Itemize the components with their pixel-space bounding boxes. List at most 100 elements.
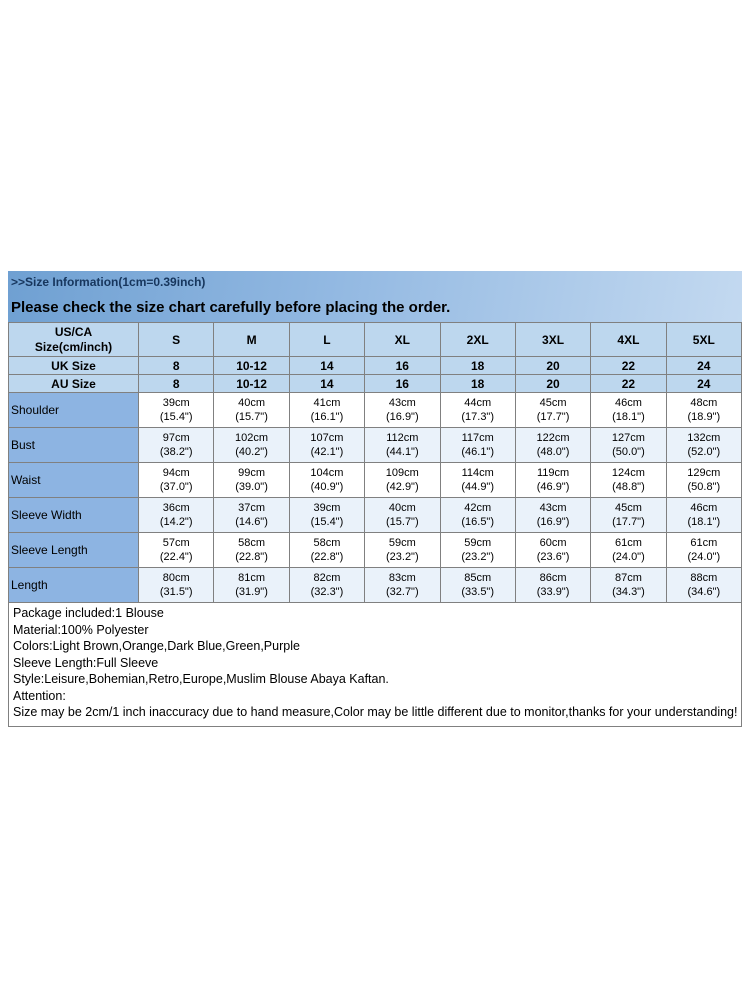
au-size-value: 20 xyxy=(514,374,592,393)
detail-package: Package included:1 Blouse xyxy=(13,606,164,620)
measurement-cell: 59cm (23.2") xyxy=(439,532,516,568)
measurement-label: Waist xyxy=(8,462,139,498)
size-column-header: M xyxy=(213,322,290,357)
size-chart-warning: Please check the size chart carefully be… xyxy=(11,299,451,316)
measurement-label: Sleeve Width xyxy=(8,497,139,533)
measurement-cell: 127cm (50.0") xyxy=(590,427,667,463)
uk-size-value: 10-12 xyxy=(213,356,290,375)
detail-style: Style:Leisure,Bohemian,Retro,Europe,Musl… xyxy=(13,672,389,686)
detail-attention-label: Attention: xyxy=(13,688,66,703)
size-column-header: 4XL xyxy=(590,322,667,357)
au-size-value: 18 xyxy=(439,374,516,393)
measurement-cell: 41cm (16.1") xyxy=(288,392,366,428)
size-information-section: >>Size Information(1cm=0.39inch) Please … xyxy=(8,271,743,727)
header-bars: >>Size Information(1cm=0.39inch) Please … xyxy=(8,271,742,322)
measurement-cell: 99cm (39.0") xyxy=(213,462,290,498)
au-size-value: 24 xyxy=(665,374,743,393)
measurement-cell: 40cm (15.7") xyxy=(213,392,290,428)
measurement-cell: 46cm (18.1") xyxy=(665,497,743,533)
measurement-cell: 119cm (46.9") xyxy=(514,462,592,498)
size-column-header: 3XL xyxy=(514,322,592,357)
au-size-value: 8 xyxy=(137,374,215,393)
au-size-value: 10-12 xyxy=(213,374,290,393)
measurement-row-length: Length 80cm (31.5") 81cm (31.9") 82cm (3… xyxy=(8,567,743,603)
measurement-cell: 57cm (22.4") xyxy=(137,532,215,568)
product-details: Package included:1 Blouse Material:100% … xyxy=(8,603,742,727)
size-column-header: L xyxy=(288,322,366,357)
au-size-value: 14 xyxy=(288,374,366,393)
measurement-cell: 44cm (17.3") xyxy=(439,392,516,428)
uk-size-value: 22 xyxy=(590,356,667,375)
measurement-cell: 39cm (15.4") xyxy=(137,392,215,428)
measurement-cell: 61cm (24.0") xyxy=(590,532,667,568)
measurement-row-shoulder: Shoulder 39cm (15.4") 40cm (15.7") 41cm … xyxy=(8,392,743,428)
size-column-header: 2XL xyxy=(439,322,516,357)
uk-size-value: 18 xyxy=(439,356,516,375)
measurement-cell: 109cm (42.9") xyxy=(364,462,441,498)
measurement-cell: 129cm (50.8") xyxy=(665,462,743,498)
detail-material: Material:100% Polyester xyxy=(13,622,149,637)
uk-size-value: 14 xyxy=(288,356,366,375)
measurement-label: Sleeve Length xyxy=(8,532,139,568)
measurement-cell: 45cm (17.7") xyxy=(590,497,667,533)
measurement-cell: 122cm (48.0") xyxy=(514,427,592,463)
measurement-cell: 42cm (16.5") xyxy=(439,497,516,533)
measurement-cell: 48cm (18.9") xyxy=(665,392,743,428)
corner-label: US/CA Size(cm/inch) xyxy=(8,322,139,357)
measurement-row-sleeve-length: Sleeve Length 57cm (22.4") 58cm (22.8") … xyxy=(8,532,743,568)
size-chart-table: US/CA Size(cm/inch) S M L XL 2XL 3XL 4XL… xyxy=(8,322,743,603)
measurement-cell: 102cm (40.2") xyxy=(213,427,290,463)
measurement-cell: 124cm (48.8") xyxy=(590,462,667,498)
measurement-cell: 107cm (42.1") xyxy=(288,427,366,463)
measurement-cell: 58cm (22.8") xyxy=(288,532,366,568)
uk-size-value: 8 xyxy=(137,356,215,375)
measurement-cell: 87cm (34.3") xyxy=(590,567,667,603)
measurement-cell: 97cm (38.2") xyxy=(137,427,215,463)
measurement-cell: 82cm (32.3") xyxy=(288,567,366,603)
measurement-cell: 132cm (52.0") xyxy=(665,427,743,463)
measurement-cell: 39cm (15.4") xyxy=(288,497,366,533)
measurement-cell: 45cm (17.7") xyxy=(514,392,592,428)
measurement-cell: 117cm (46.1") xyxy=(439,427,516,463)
measurement-cell: 114cm (44.9") xyxy=(439,462,516,498)
measurement-cell: 40cm (15.7") xyxy=(364,497,441,533)
measurement-cell: 88cm (34.6") xyxy=(665,567,743,603)
measurement-cell: 58cm (22.8") xyxy=(213,532,290,568)
measurement-row-sleeve-width: Sleeve Width 36cm (14.2") 37cm (14.6") 3… xyxy=(8,497,743,533)
measurement-label: Bust xyxy=(8,427,139,463)
measurement-cell: 46cm (18.1") xyxy=(590,392,667,428)
measurement-cell: 59cm (23.2") xyxy=(364,532,441,568)
measurement-cell: 37cm (14.6") xyxy=(213,497,290,533)
measurement-cell: 60cm (23.6") xyxy=(514,532,592,568)
au-size-row: AU Size 8 10-12 14 16 18 20 22 24 xyxy=(8,374,743,393)
au-size-label: AU Size xyxy=(8,374,139,393)
size-header-row: US/CA Size(cm/inch) S M L XL 2XL 3XL 4XL… xyxy=(8,322,743,357)
uk-size-row: UK Size 8 10-12 14 16 18 20 22 24 xyxy=(8,356,743,375)
size-information-title: >>Size Information(1cm=0.39inch) xyxy=(11,275,206,289)
au-size-value: 16 xyxy=(364,374,441,393)
measurement-cell: 94cm (37.0") xyxy=(137,462,215,498)
uk-size-value: 24 xyxy=(665,356,743,375)
measurement-cell: 43cm (16.9") xyxy=(364,392,441,428)
measurement-cell: 112cm (44.1") xyxy=(364,427,441,463)
measurement-cell: 83cm (32.7") xyxy=(364,567,441,603)
detail-attention-note: Size may be 2cm/1 inch inaccuracy due to… xyxy=(13,705,738,719)
measurement-cell: 104cm (40.9") xyxy=(288,462,366,498)
au-size-value: 22 xyxy=(590,374,667,393)
measurement-cell: 80cm (31.5") xyxy=(137,567,215,603)
measurement-cell: 85cm (33.5") xyxy=(439,567,516,603)
size-column-header: XL xyxy=(364,322,441,357)
uk-size-value: 20 xyxy=(514,356,592,375)
uk-size-label: UK Size xyxy=(8,356,139,375)
measurement-cell: 81cm (31.9") xyxy=(213,567,290,603)
measurement-row-waist: Waist 94cm (37.0") 99cm (39.0") 104cm (4… xyxy=(8,462,743,498)
measurement-cell: 86cm (33.9") xyxy=(514,567,592,603)
measurement-row-bust: Bust 97cm (38.2") 102cm (40.2") 107cm (4… xyxy=(8,427,743,463)
measurement-cell: 36cm (14.2") xyxy=(137,497,215,533)
detail-colors: Colors:Light Brown,Orange,Dark Blue,Gree… xyxy=(13,639,300,653)
uk-size-value: 16 xyxy=(364,356,441,375)
detail-sleeve-length: Sleeve Length:Full Sleeve xyxy=(13,655,159,670)
measurement-cell: 43cm (16.9") xyxy=(514,497,592,533)
measurement-label: Length xyxy=(8,567,139,603)
size-column-header: 5XL xyxy=(665,322,743,357)
